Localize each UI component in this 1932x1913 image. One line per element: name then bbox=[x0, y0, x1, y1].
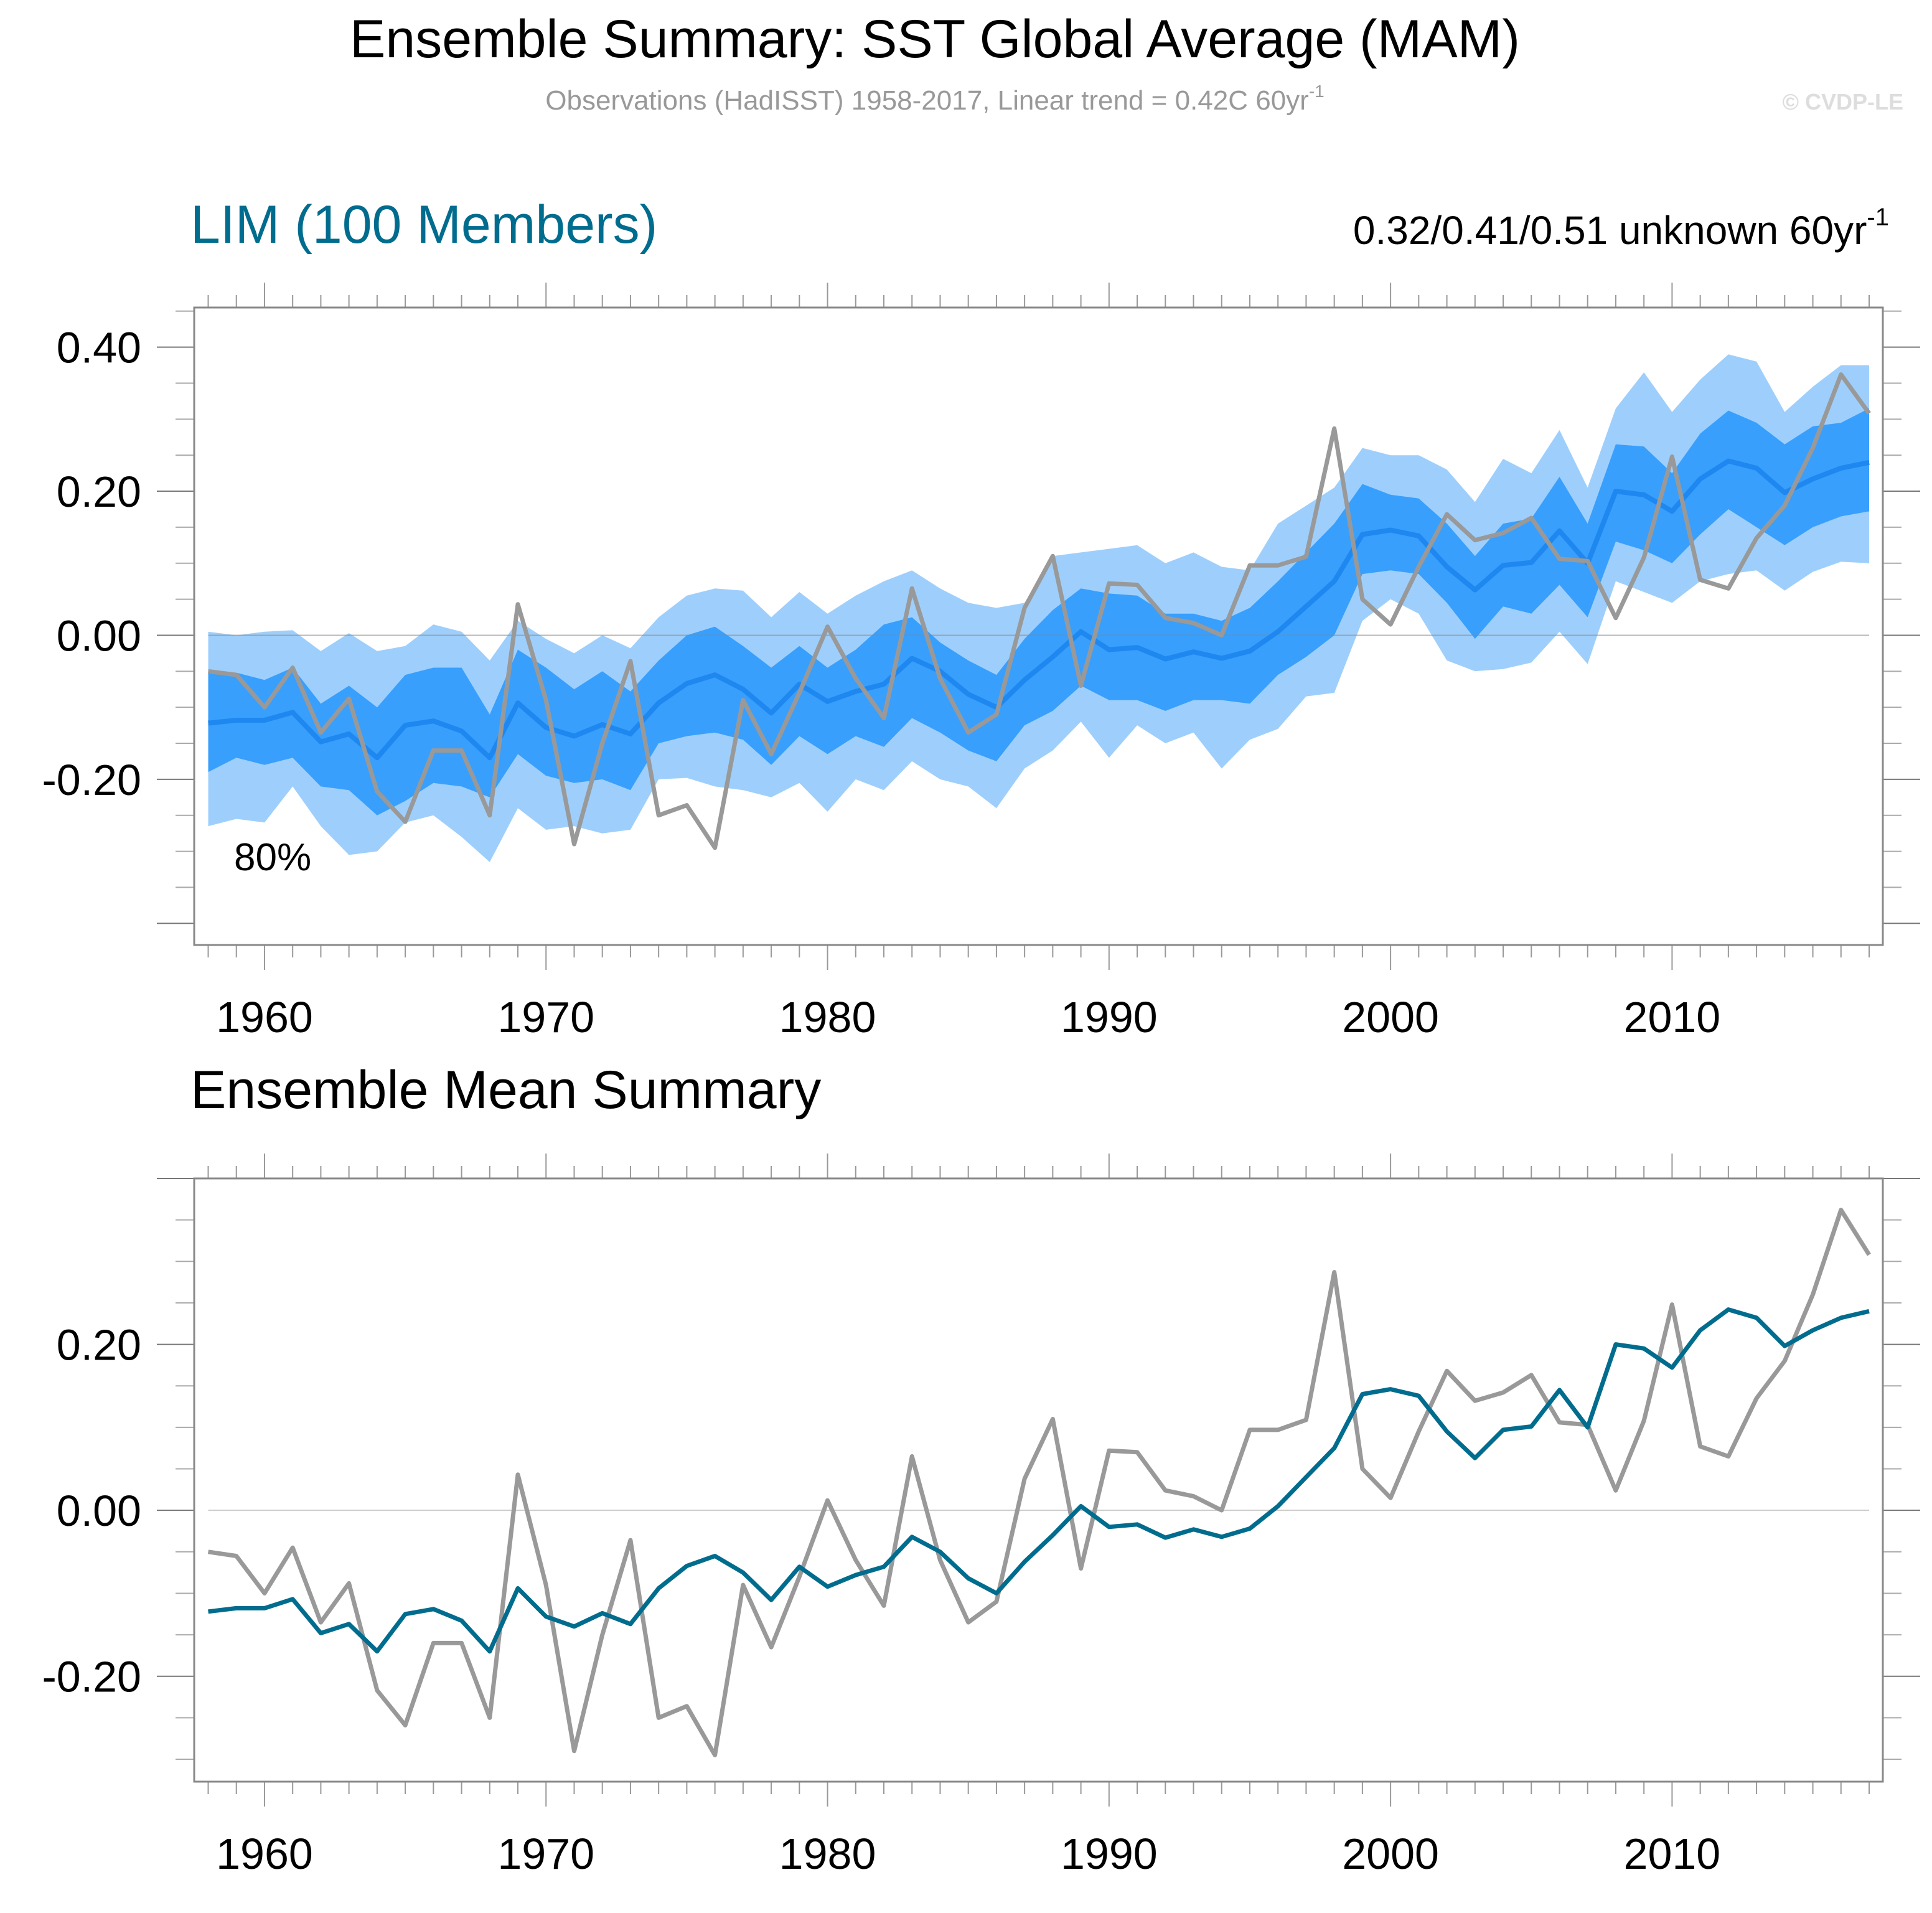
figure-subtitle: Observations (HadISST) 1958-2017, Linear… bbox=[545, 82, 1324, 116]
panel2-plot-area: 1960 1970 1980 1990 2000 2010 -0.20 0.00 0.20 bbox=[42, 1154, 1920, 1878]
observations-line bbox=[207, 1208, 1871, 1757]
panel1-title: LIM (100 Members) bbox=[190, 195, 657, 255]
x-tick-label: 1990 bbox=[1061, 993, 1158, 1041]
y-tick-label: -0.20 bbox=[42, 756, 141, 804]
x-tick-label: 1960 bbox=[216, 1830, 313, 1878]
ensemble-summary-panel: LIM (100 Members) 0.32/0.41/0.51 unknown… bbox=[42, 195, 1920, 1041]
x-tick-label: 2000 bbox=[1342, 1830, 1439, 1878]
plot-frame bbox=[193, 306, 1884, 946]
x-tick-label: 1970 bbox=[497, 993, 594, 1041]
band-percent-label: 80% bbox=[234, 836, 311, 879]
y-tick-label: 0.40 bbox=[57, 324, 141, 372]
y-tick-label: 0.20 bbox=[57, 1321, 141, 1370]
x-tick-label: 1990 bbox=[1061, 1830, 1158, 1878]
y-tick-label: 0.00 bbox=[57, 611, 141, 660]
panel1-trend-text: 0.32/0.41/0.51 unknown 60yr bbox=[1353, 208, 1867, 253]
figure-title: Ensemble Summary: SST Global Average (MA… bbox=[350, 9, 1520, 69]
x-tick-label: 1970 bbox=[497, 1830, 594, 1878]
ensemble-mean-line bbox=[208, 458, 1870, 761]
panel1-trend-sup: -1 bbox=[1867, 204, 1889, 231]
y-tick-label: -0.20 bbox=[42, 1653, 141, 1701]
panel2-title: Ensemble Mean Summary bbox=[190, 1060, 821, 1120]
x-tick-label: 2010 bbox=[1624, 1830, 1721, 1878]
copyright-label: © CVDP-LE bbox=[1782, 89, 1903, 115]
ensemble-mean-line bbox=[208, 1307, 1870, 1654]
observations-line bbox=[208, 372, 1871, 850]
panel1-plot-area: 1960 1970 1980 1990 2000 2010 -0.20 0.00 0.20 0.4… bbox=[42, 283, 1920, 1041]
panel1-trend-label: 0.32/0.41/0.51 unknown 60yr-1 bbox=[1353, 204, 1889, 253]
plot-frame bbox=[193, 1177, 1884, 1783]
x-tick-label: 2000 bbox=[1342, 993, 1439, 1041]
figure-subtitle-text: Observations (HadISST) 1958-2017, Linear… bbox=[545, 85, 1309, 116]
x-tick-label: 1980 bbox=[779, 1830, 876, 1878]
x-tick-label: 2010 bbox=[1624, 993, 1721, 1041]
x-tick-label: 1980 bbox=[779, 993, 876, 1041]
x-tick-label: 1960 bbox=[216, 993, 313, 1041]
y-tick-label: 0.20 bbox=[57, 468, 141, 516]
band-25-75 bbox=[208, 408, 1869, 815]
figure-subtitle-sup: -1 bbox=[1309, 82, 1325, 101]
ensemble-mean-panel: Ensemble Mean Summary 1960 1970 1980 1990 20… bbox=[42, 1060, 1920, 1878]
y-tick-label: 0.00 bbox=[57, 1487, 141, 1535]
